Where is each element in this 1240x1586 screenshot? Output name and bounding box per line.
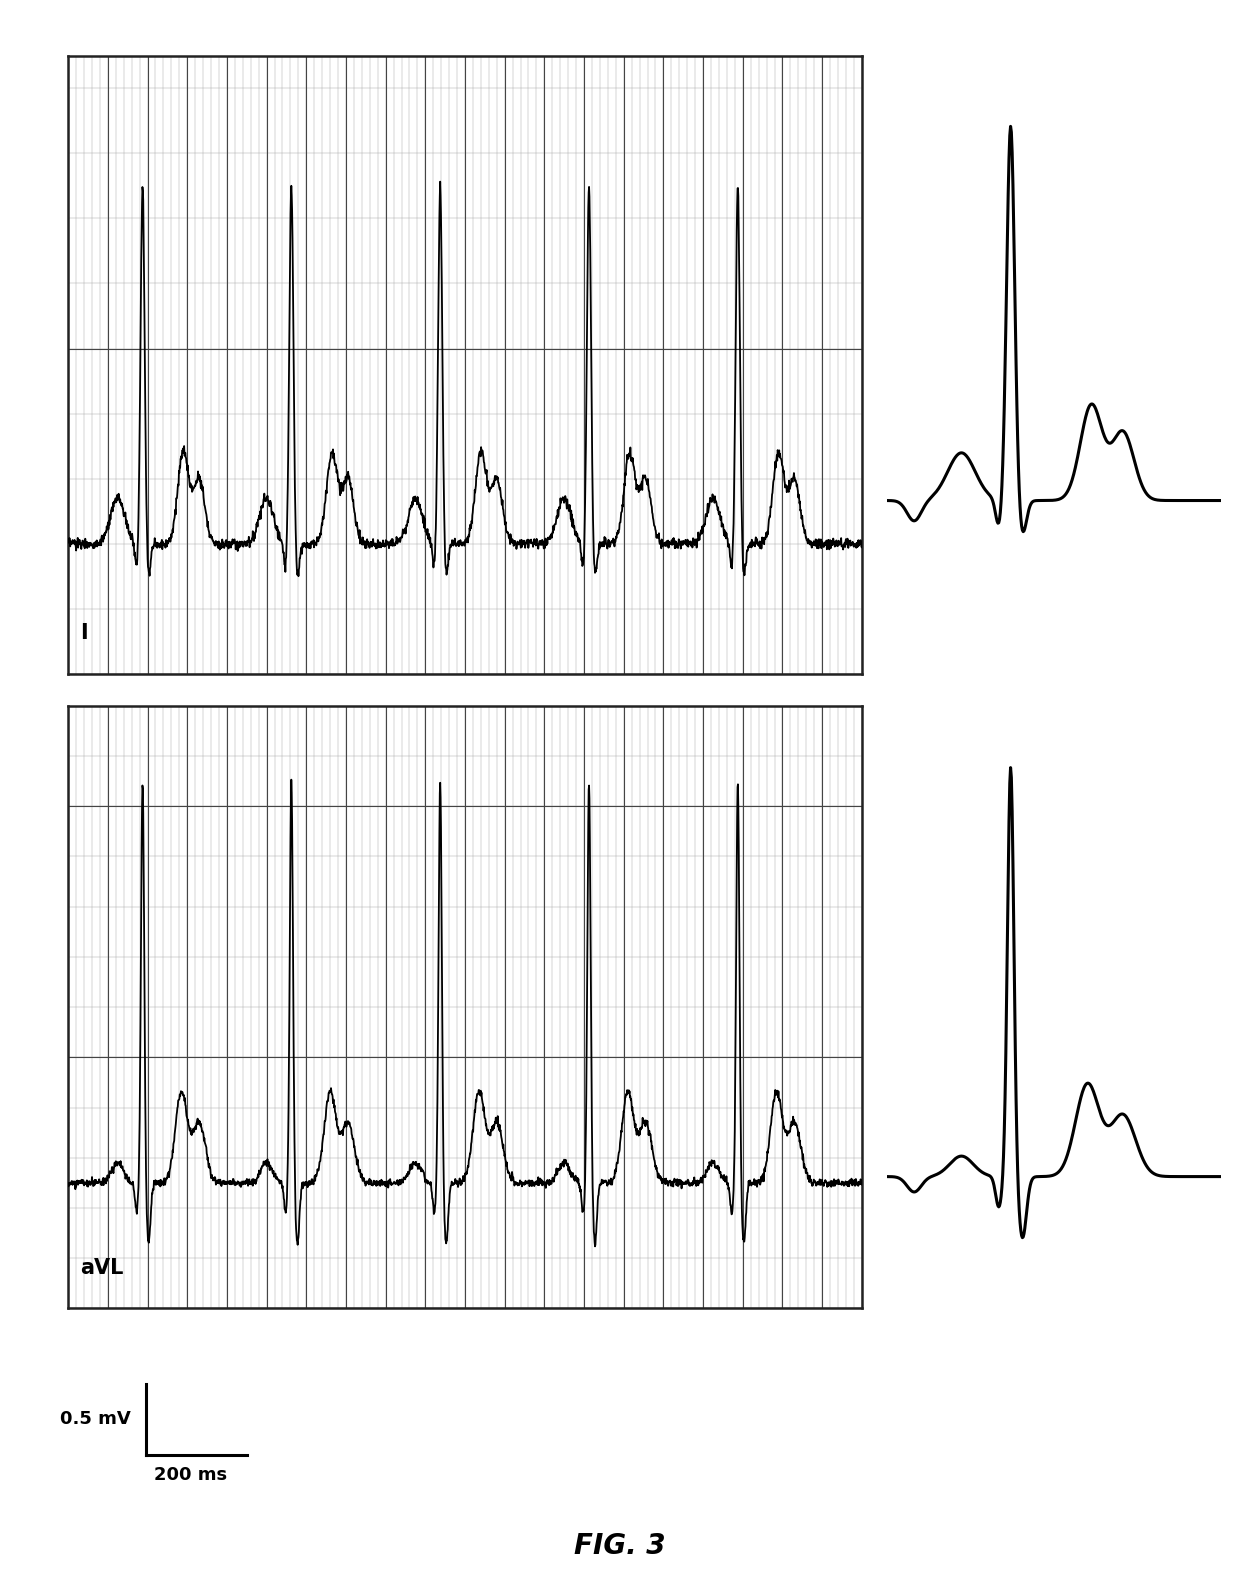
Text: 200 ms: 200 ms [155,1465,227,1484]
Text: I: I [81,623,88,644]
Text: 0.5 mV: 0.5 mV [60,1410,130,1429]
Text: aVL: aVL [81,1258,124,1278]
Text: FIG. 3: FIG. 3 [574,1532,666,1561]
